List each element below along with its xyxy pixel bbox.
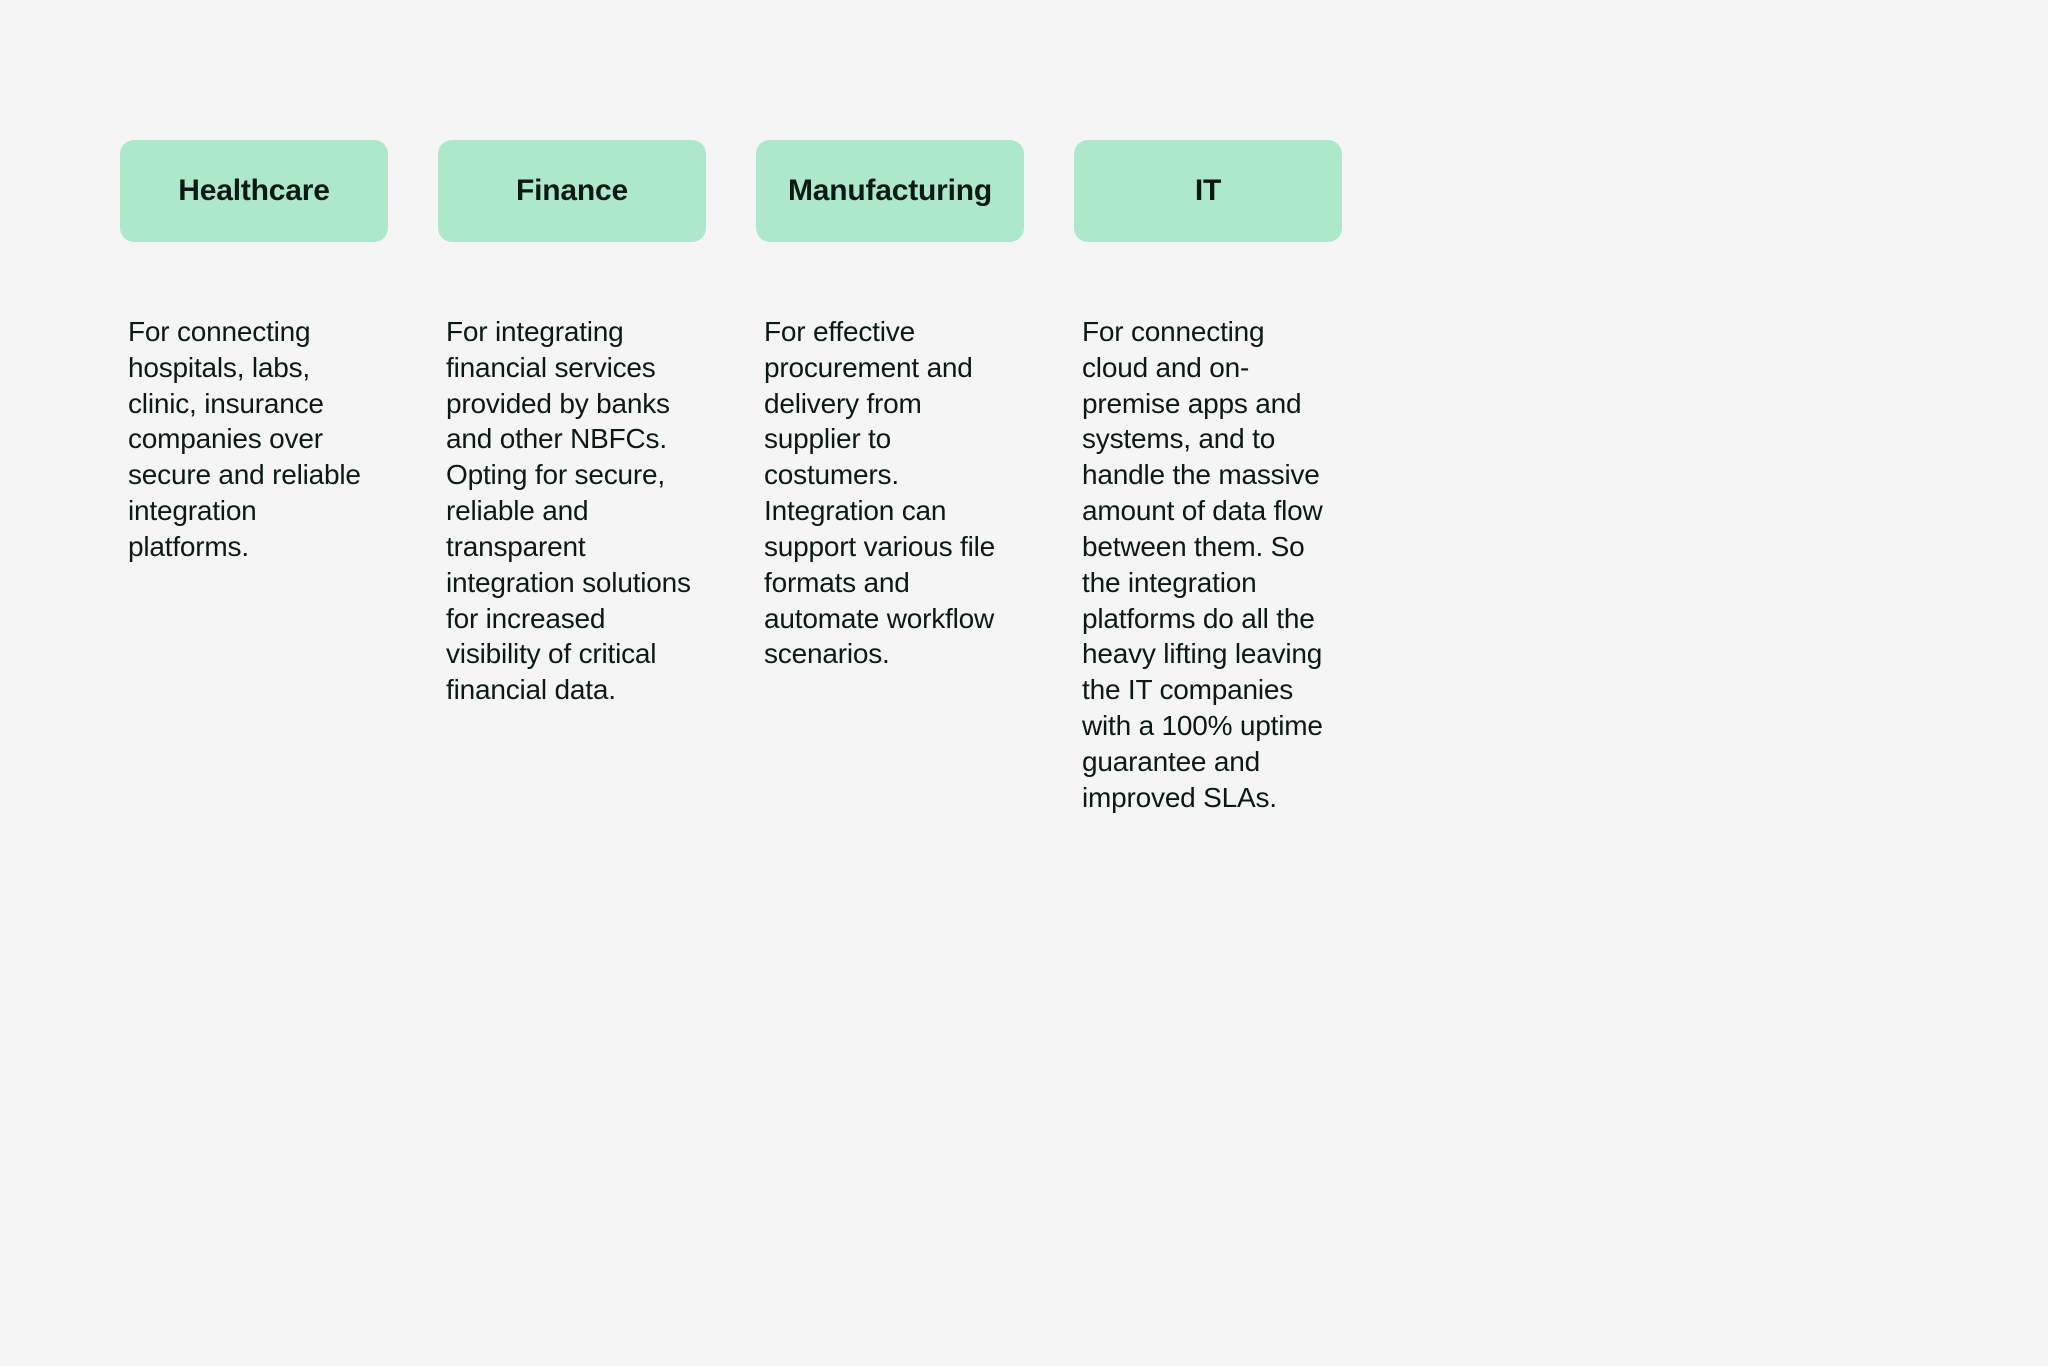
- infographic-container: Healthcare For connecting hospitals, lab…: [120, 140, 1928, 816]
- header-badge-healthcare: Healthcare: [120, 140, 388, 242]
- description-text: For connecting hospitals, labs, clinic, …: [120, 314, 388, 565]
- column-it: IT For connecting cloud and on-premise a…: [1074, 140, 1342, 816]
- header-title: IT: [1094, 174, 1322, 208]
- header-title: Healthcare: [140, 174, 368, 208]
- header-badge-manufacturing: Manufacturing: [756, 140, 1024, 242]
- header-badge-finance: Finance: [438, 140, 706, 242]
- column-finance: Finance For integrating financial servic…: [438, 140, 706, 816]
- header-title: Finance: [458, 174, 686, 208]
- description-text: For integrating financial services provi…: [438, 314, 706, 708]
- header-badge-it: IT: [1074, 140, 1342, 242]
- header-title: Manufacturing: [776, 174, 1004, 208]
- column-manufacturing: Manufacturing For effective procurement …: [756, 140, 1024, 816]
- description-text: For connecting cloud and on-premise apps…: [1074, 314, 1342, 816]
- description-text: For effective procurement and delivery f…: [756, 314, 1024, 672]
- column-healthcare: Healthcare For connecting hospitals, lab…: [120, 140, 388, 816]
